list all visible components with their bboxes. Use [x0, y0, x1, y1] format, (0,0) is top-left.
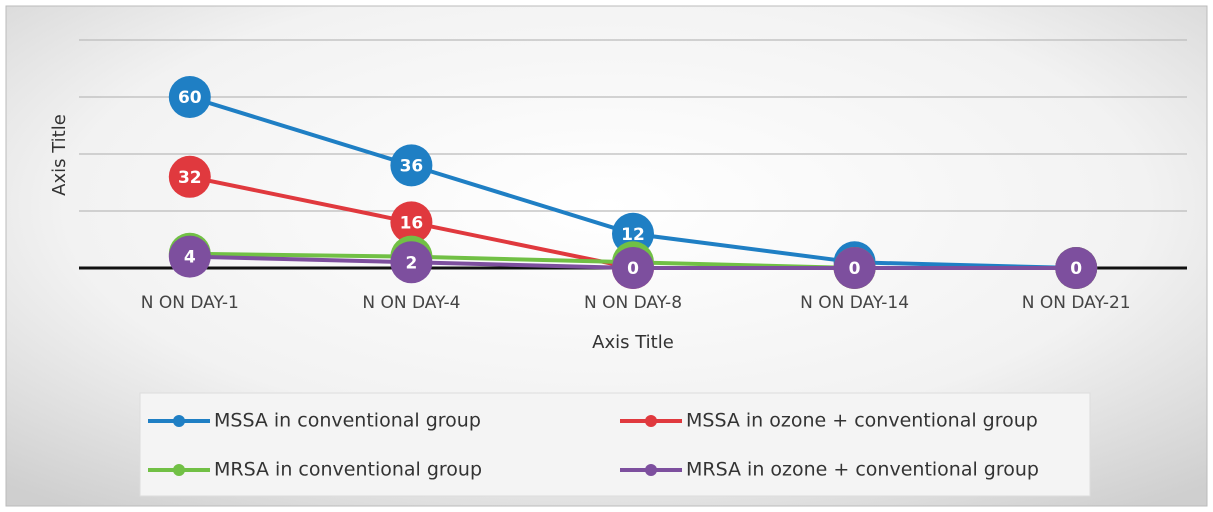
x-tick-label: N ON DAY-14: [800, 293, 909, 313]
data-point: [390, 144, 433, 187]
data-label: 0: [849, 259, 861, 279]
data-point: [168, 235, 211, 278]
data-point: [168, 76, 211, 118]
data-point: [390, 201, 433, 244]
legend-marker: [173, 464, 185, 476]
data-label: 12: [621, 225, 645, 245]
x-tick-label: N ON DAY-8: [584, 293, 682, 313]
data-label: 36: [400, 156, 424, 176]
data-point: [833, 247, 876, 289]
legend-label: MRSA in ozone + conventional group: [686, 459, 1039, 481]
legend-label: MSSA in conventional group: [214, 410, 481, 432]
legend-box: [139, 392, 1091, 497]
legend-marker: [645, 415, 657, 427]
data-label: 0: [627, 259, 639, 279]
data-label: 2: [405, 253, 417, 273]
legend-marker: [645, 464, 657, 476]
x-tick-label: N ON DAY-1: [141, 293, 239, 313]
data-label: 16: [400, 213, 424, 233]
data-point: [612, 247, 654, 289]
data-point: [168, 155, 211, 198]
legend-label: MSSA in ozone + conventional group: [686, 410, 1038, 432]
data-label: 0: [1070, 259, 1082, 279]
legend-label: MRSA in conventional group: [214, 459, 482, 481]
data-label: 4: [184, 248, 196, 268]
data-label: 60: [178, 88, 202, 108]
x-tick-label: N ON DAY-4: [362, 293, 460, 313]
data-point: [1055, 247, 1098, 289]
x-axis-title: Axis Title: [592, 332, 674, 353]
x-tick-label: N ON DAY-21: [1022, 293, 1131, 313]
legend-marker: [173, 415, 185, 427]
data-label: 32: [178, 168, 202, 188]
data-point: [390, 241, 433, 284]
y-axis-title: Axis Title: [49, 114, 70, 196]
